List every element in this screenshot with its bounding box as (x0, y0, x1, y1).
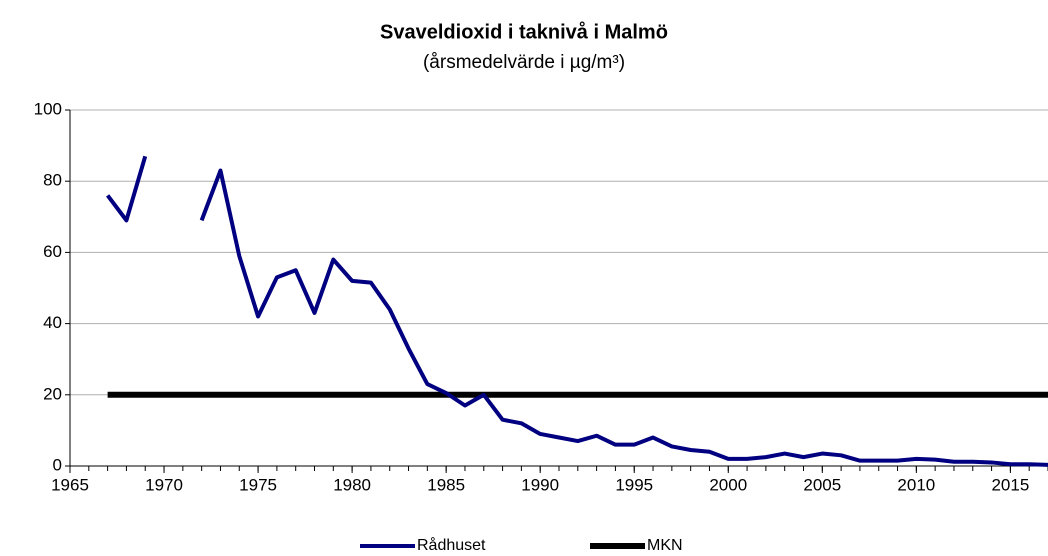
x-tick-label: 1975 (239, 475, 277, 494)
legend-label: Rådhuset (417, 536, 486, 554)
x-tick-label: 2005 (803, 475, 841, 494)
chart-title: Svaveldioxid i taknivå i Malmö (380, 20, 668, 43)
x-tick-label: 2015 (991, 475, 1029, 494)
y-tick-label: 40 (43, 313, 62, 332)
line-series (106, 155, 1048, 467)
chart-subtitle: (årsmedelvärde i µg/m³) (423, 52, 625, 73)
y-tick-label: 60 (43, 242, 62, 261)
legend-label: MKN (647, 537, 683, 554)
x-tick-label: 2010 (897, 475, 935, 494)
x-tick-label: 1985 (427, 475, 465, 494)
y-tick-label: 20 (43, 384, 62, 403)
y-tick-label: 100 (34, 99, 62, 118)
x-tick-label: 1970 (145, 475, 183, 494)
y-tick-label: 0 (53, 455, 62, 474)
x-tick-label: 1965 (51, 475, 89, 494)
x-tick-label: 2000 (709, 475, 747, 494)
x-tick-label: 1995 (615, 475, 653, 494)
y-tick-label: 80 (43, 171, 62, 190)
x-tick-label: 1980 (333, 475, 371, 494)
x-tick-label: 1990 (521, 475, 559, 494)
